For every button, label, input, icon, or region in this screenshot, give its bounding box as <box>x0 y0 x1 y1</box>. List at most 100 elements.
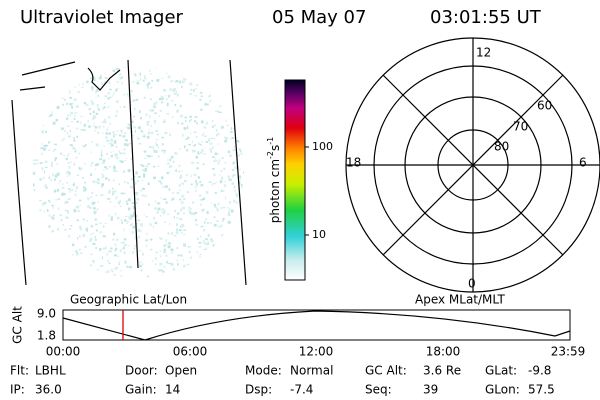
speck <box>76 251 78 254</box>
speck <box>236 193 239 196</box>
speck <box>156 133 159 136</box>
unit-exp: -2 <box>266 151 275 159</box>
speck <box>183 145 186 149</box>
speck <box>201 272 205 275</box>
speck <box>232 161 235 165</box>
speck <box>72 80 76 83</box>
speck <box>109 96 112 98</box>
speck <box>187 263 189 266</box>
speck <box>233 185 236 188</box>
speck <box>85 228 89 231</box>
speck <box>195 155 199 159</box>
speck <box>124 181 126 184</box>
speck <box>123 238 127 241</box>
info-label: IP: <box>10 383 25 397</box>
speck <box>45 95 48 98</box>
speck <box>239 232 242 235</box>
speck <box>108 132 112 135</box>
info-value: -7.4 <box>290 383 313 397</box>
speck <box>137 126 141 129</box>
speck <box>143 134 146 136</box>
speck <box>90 100 93 103</box>
speck <box>118 202 120 205</box>
speck <box>190 174 192 178</box>
speck <box>134 237 138 240</box>
speck <box>76 253 79 256</box>
speck <box>241 135 244 137</box>
speck <box>35 94 38 97</box>
speck <box>108 157 110 160</box>
speck <box>71 121 73 123</box>
speck <box>180 201 184 204</box>
speck <box>111 191 115 194</box>
timeline-xtick: 18:00 <box>426 345 461 359</box>
speck <box>93 76 96 79</box>
info-value: Open <box>165 364 197 378</box>
speck <box>76 260 79 263</box>
speck <box>87 120 89 123</box>
speck <box>155 257 157 260</box>
speck <box>107 143 109 145</box>
speck <box>153 119 156 123</box>
speck <box>113 140 117 144</box>
speck <box>73 78 76 82</box>
speck <box>115 146 118 148</box>
speck <box>44 160 48 164</box>
polar-label: Apex MLat/MLT <box>415 293 505 307</box>
speck <box>119 77 121 81</box>
speck <box>64 228 67 231</box>
unit: s <box>268 145 282 151</box>
speck <box>212 82 216 84</box>
speck <box>131 214 135 218</box>
speck <box>228 81 231 84</box>
speck <box>37 273 40 277</box>
speck <box>200 198 203 201</box>
speck <box>119 249 122 253</box>
speck <box>177 94 179 97</box>
speck <box>227 248 229 252</box>
speck <box>176 217 179 219</box>
speck <box>186 191 189 193</box>
speck <box>193 89 195 92</box>
speck <box>32 92 36 95</box>
speck <box>207 240 209 244</box>
speck <box>205 123 207 125</box>
speck <box>178 81 182 84</box>
speck <box>96 66 99 69</box>
speck <box>176 191 180 195</box>
speck <box>229 109 233 113</box>
speck <box>150 125 152 128</box>
speck <box>234 252 236 255</box>
speck <box>92 201 96 204</box>
speck <box>158 97 162 101</box>
speck <box>127 170 130 173</box>
speck <box>196 167 199 170</box>
speck <box>71 189 74 191</box>
speck <box>70 225 73 227</box>
speck <box>44 170 46 174</box>
speck <box>197 176 200 179</box>
speck <box>69 275 72 278</box>
speck <box>161 270 165 273</box>
speck <box>81 86 84 89</box>
speck <box>173 235 177 237</box>
speck <box>120 219 123 222</box>
speck <box>235 83 239 87</box>
speck <box>177 254 181 257</box>
speck <box>143 174 146 178</box>
speck <box>145 244 148 248</box>
speck <box>115 89 118 92</box>
speck <box>99 158 102 161</box>
speck <box>213 168 215 171</box>
speck <box>53 69 56 72</box>
speck <box>241 68 244 71</box>
info-label: Door: <box>125 364 158 378</box>
timeline-frame <box>62 309 571 341</box>
speck <box>204 242 208 245</box>
speck <box>220 189 223 193</box>
speck <box>122 135 126 138</box>
speck <box>93 116 97 119</box>
speck <box>82 218 86 221</box>
speck <box>76 120 80 123</box>
speck <box>143 157 147 159</box>
